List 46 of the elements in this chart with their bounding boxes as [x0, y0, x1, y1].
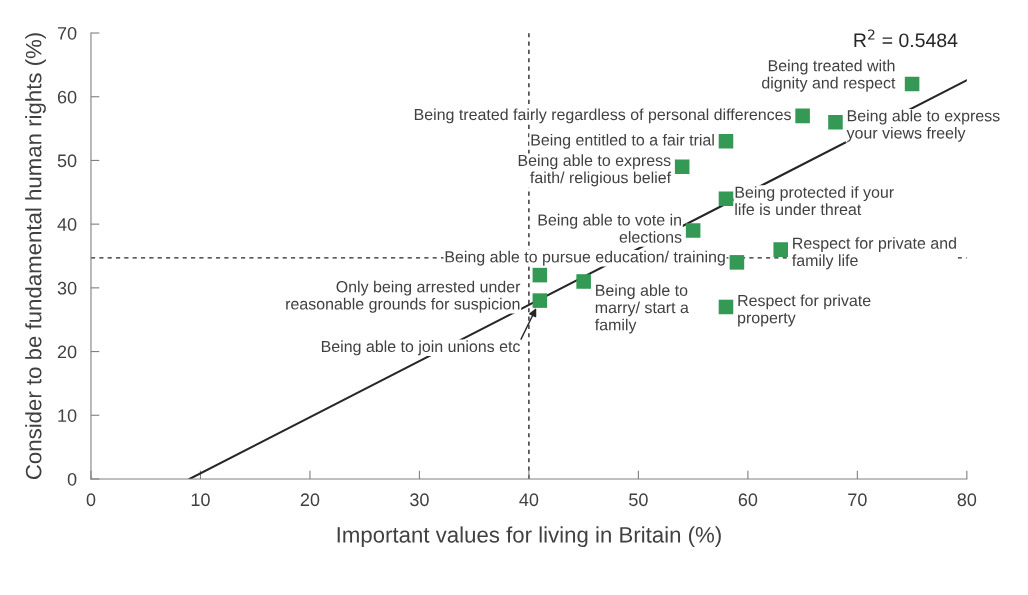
y-axis-title: Consider to be fundamental human rights (%) [25, 33, 46, 480]
point [532, 267, 548, 283]
x-tick-label: 70 [848, 493, 867, 507]
point [773, 242, 788, 257]
point [904, 76, 920, 92]
annotation: R$^{2}$ = 0.5484 [854, 29, 958, 48]
y-tick-label: 40 [57, 218, 77, 231]
annotation: Respect for private and family life [792, 237, 956, 270]
point [729, 255, 745, 270]
point [576, 274, 591, 289]
annotation: Being able to express your views freely [846, 109, 1000, 142]
x-tick-label: 60 [738, 493, 758, 507]
annotation: Being able to express faith/ religious belief [518, 154, 672, 187]
annotation: Only being arrested under reasonable grounds for suspicion [286, 280, 521, 313]
annotation: Being protected if your life is under threat [735, 186, 894, 216]
x-tick-label: 20 [300, 493, 320, 507]
x-tick-label: 10 [191, 493, 210, 507]
point [718, 299, 734, 315]
y-tick-label: 50 [57, 154, 77, 168]
point [828, 114, 843, 130]
annotation: Being entitled to a fair trial [531, 133, 714, 149]
y-tick-label: 60 [57, 90, 77, 104]
point [532, 293, 548, 308]
point [685, 223, 701, 238]
y-tick-label: 70 [57, 26, 77, 40]
y-tick-label: 0 [67, 472, 77, 486]
annotation: Being treated fairly regardless of personal differences [414, 108, 791, 124]
point [795, 108, 810, 124]
y-tick-label: 10 [58, 409, 77, 422]
annotation: Being able to join unions etc [321, 340, 520, 356]
point [718, 191, 734, 206]
annotation: Being able to pursue education/ training [445, 250, 725, 266]
annotation: Being able to vote in elections [538, 213, 682, 243]
y-tick-label: 30 [57, 281, 77, 295]
y-tick-label: 20 [57, 345, 77, 359]
point [674, 159, 690, 175]
x-tick-label: 40 [519, 493, 539, 507]
annotation: Being able to marry/ start a family [594, 284, 689, 334]
x-tick-label: 80 [957, 493, 977, 507]
point [718, 134, 734, 149]
x-tick-label: 0 [86, 493, 96, 507]
annotation: Being treated with dignity and respect [762, 59, 896, 92]
x-tick-label: 50 [629, 493, 648, 507]
x-tick-label: 30 [410, 493, 429, 507]
annotation: Respect for private property [738, 294, 871, 327]
x-axis-title: Important values for living in Britain (%) [337, 526, 721, 548]
